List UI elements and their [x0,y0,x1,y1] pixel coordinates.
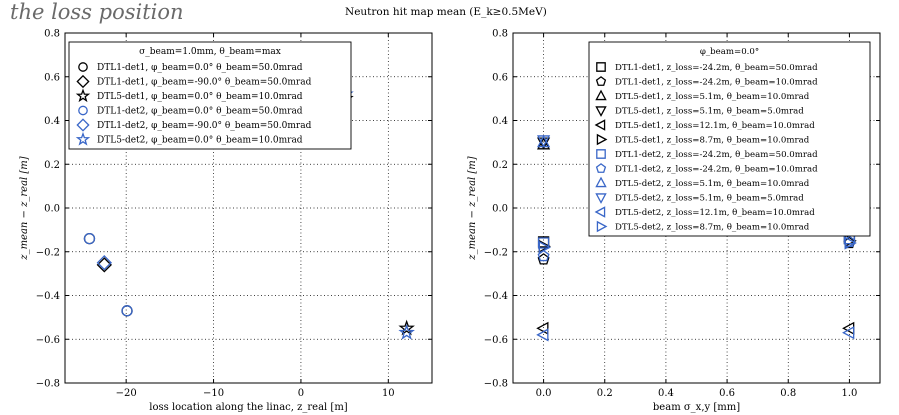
data-point-s11-1 [536,328,549,342]
y-tick-label: 0.0 [44,204,60,215]
data-point-s11-2 [842,326,855,340]
chart-panel-2: 0.0 0.2 0.4 0.6 0.8 1.0 −0.8 −0.6 −0.4 −0.2 0.0 0.2… [467,29,881,413]
legend-label-6: DTL5-det2, φ_beam=0.0° θ_beam=10.0mrad [97,136,303,146]
y-tick-label: 0.8 [492,29,508,40]
legend-label-10: DTL5-det2, z_loss=5.1m, θ_beam=5.0mrad [615,194,804,204]
y-tick-label: −0.6 [484,335,508,346]
data-point-s5-1 [96,255,112,271]
legend-label-6: DTL5-det1, z_loss=8.7m, θ_beam=10.0mrad [615,136,810,146]
legend-label-7: DTL1-det2, z_loss=-24.2m, θ_beam=50.0mra… [615,150,818,160]
legend-label-4: DTL5-det1, z_loss=5.1m, θ_beam=5.0mrad [615,107,804,117]
legend-marker-5 [76,118,90,132]
figure-title: Neutron hit map mean (E_k≥0.5MeV) [345,6,547,18]
y-tick-label: −0.6 [36,335,60,346]
legend-label-4: DTL1-det2, φ_beam=0.0° θ_beam=50.0mrad [97,107,303,117]
y-tick-label: 0.4 [44,116,60,127]
legend-label-2: DTL1-det1, z_loss=-24.2m, θ_beam=10.0mra… [615,78,818,88]
y-tick-label: 0.2 [44,160,60,171]
data-point-s4-1 [536,137,551,150]
legend: σ_beam=1.0mm, θ_beam=max DTL1-det1, φ_bea… [68,41,352,150]
x-tick-label: 0 [298,388,304,399]
legend-marker-8 [595,163,607,173]
y-tick-label: 0.2 [492,160,508,171]
legend-marker-6 [596,133,608,146]
legend-label-11: DTL5-det2, z_loss=12.1m, θ_beam=10.0mrad [615,208,815,218]
legend-marker-11 [594,206,606,218]
x-tick-label: 10 [382,388,395,399]
legend-label-1: DTL1-det1, φ_beam=0.0° θ_beam=50.0mrad [97,63,303,73]
legend: φ_beam=0.0° DTL1-det1, z_loss=-24.2m, θ_b… [588,41,871,237]
legend-marker-2 [76,74,90,89]
y-tick-label: 0.8 [44,29,60,40]
legend-marker-4 [78,105,88,116]
y-axis-label: z_mean − z_real [m] [467,156,478,260]
data-point-s8-1 [537,249,550,262]
data-point-s5-1 [536,321,549,335]
legend-marker-12 [596,220,608,233]
legend-box [68,41,352,150]
y-axis-label: z_mean − z_real [m] [19,156,30,260]
legend-marker-3 [595,89,607,101]
legend-label-5: DTL1-det2, φ_beam=-90.0° θ_beam=50.0mrad [97,121,312,131]
legend-label-5: DTL5-det1, z_loss=12.1m, θ_beam=10.0mrad [615,121,815,131]
y-tick-label: 0.4 [492,116,508,127]
legend-label-1: DTL1-det1, z_loss=-24.2m, θ_beam=50.0mra… [615,63,818,73]
legend-label-3: DTL5-det1, z_loss=5.1m, θ_beam=10.0mrad [615,92,810,102]
y-tick-label: 0.0 [492,204,508,215]
data-point-s10-1 [536,135,551,148]
x-axis-label: beam σ_x,y [mm] [653,402,740,413]
x-tick-label: −10 [203,388,224,399]
y-tick-label: −0.4 [484,291,508,302]
legend-marker-4 [595,106,607,117]
data-point-s6-2 [398,324,415,340]
x-axis-label: loss location along the linac, z_real [m… [149,402,348,413]
legend-marker-5 [594,119,606,131]
y-tick-label: 0.6 [492,72,508,83]
x-tick-label: 0.2 [597,388,613,399]
data-point-s4-2 [121,305,133,317]
x-tick-label: 0.8 [780,388,796,399]
x-tick-label: −20 [116,388,137,399]
legend-label-8: DTL1-det2, z_loss=-24.2m, θ_beam=10.0mra… [615,165,818,175]
legend-marker-6 [75,131,91,146]
legend-marker-7 [596,149,606,159]
chart-panel-1: −20 −10 0 10 −0.8 −0.6 −0.4 −0.2 0.0 0.2 0.4 0.6 0.8… [19,29,433,413]
data-point-s4-1 [83,232,96,245]
y-tick-label: −0.2 [36,247,60,258]
x-tick-label: 0.0 [536,388,552,399]
y-tick-label: −0.8 [36,379,60,390]
legend-marker-10 [595,193,607,204]
legend-title: σ_beam=1.0mm, θ_beam=max [139,47,281,57]
legend-label-12: DTL5-det2, z_loss=8.7m, θ_beam=10.0mrad [615,223,810,233]
legend-marker-3 [75,88,91,103]
legend-box [588,41,871,237]
legend-marker-2 [595,76,607,86]
legend-marker-9 [595,176,607,188]
legend-label-2: DTL1-det1, φ_beam=-90.0° θ_beam=50.0mrad [97,78,312,88]
data-point-s12-1 [538,240,551,254]
y-tick-label: −0.2 [484,247,508,258]
data-point-s2-1 [96,257,112,273]
legend-marker-1 [78,62,88,72]
legend-marker-1 [596,62,606,72]
data-point-s3-2 [398,319,415,336]
legend-title: φ_beam=0.0° [700,47,759,57]
overlay-title: the loss position [10,0,184,24]
y-tick-label: −0.4 [36,291,60,302]
legend-label-9: DTL5-det2, z_loss=5.1m, θ_beam=10.0mrad [615,179,810,189]
y-tick-label: −0.8 [484,379,508,390]
x-tick-label: 0.4 [658,388,674,399]
x-tick-label: 0.6 [719,388,735,399]
x-tick-label: 1.0 [841,388,857,399]
y-tick-label: 0.6 [44,72,60,83]
legend-label-3: DTL5-det1, φ_beam=0.0° θ_beam=10.0mrad [97,92,303,102]
data-point-s12-2 [844,236,857,250]
